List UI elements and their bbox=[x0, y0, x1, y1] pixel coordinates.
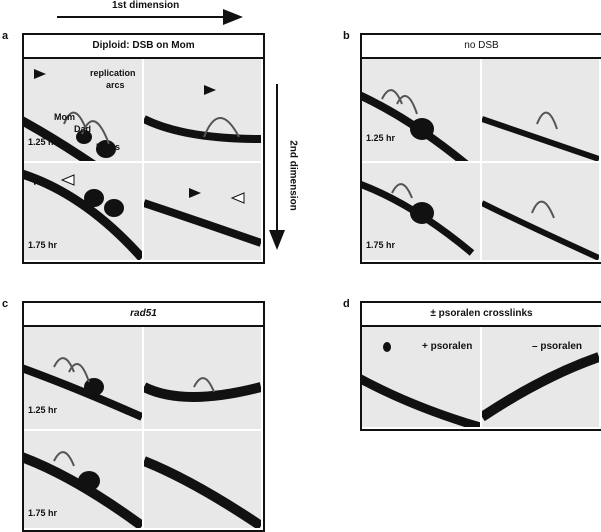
second-dimension-label: 2nd dimension bbox=[287, 140, 299, 211]
panel-c-time-2: 1.75 hr bbox=[28, 508, 58, 518]
panel-a-ann-arcs: arcs bbox=[106, 80, 125, 90]
panel-d-gel-right bbox=[482, 327, 599, 427]
panel-a: Diploid: DSB on Mom bbox=[22, 33, 265, 264]
panel-b-gel-top-right bbox=[482, 59, 599, 161]
panel-b-time-1: 1.25 hr bbox=[366, 133, 396, 143]
second-dimension-arrow bbox=[269, 84, 285, 250]
panel-a-title: Diploid: DSB on Mom bbox=[24, 35, 263, 59]
panel-a-time-1: 1.25 hr bbox=[28, 137, 58, 147]
first-dimension-arrow bbox=[57, 9, 243, 25]
panel-c-time-1: 1.25 hr bbox=[28, 405, 58, 415]
panel-c-gel-bottom-right bbox=[144, 431, 261, 528]
panel-d-title: ± psoralen crosslinks bbox=[362, 303, 601, 327]
panel-a-ann-dad: Dad bbox=[74, 124, 92, 134]
panel-d-label-plus: + psoralen bbox=[422, 341, 473, 352]
panel-b-title: no DSB bbox=[362, 35, 601, 59]
panel-b-gel-bottom-right bbox=[482, 163, 599, 260]
first-dimension-label: 1st dimension bbox=[112, 0, 180, 11]
panel-a-gel-bottom-right bbox=[144, 163, 261, 260]
panel-a-ann-dsbs: DSBs bbox=[96, 142, 121, 152]
panel-a-letter: a bbox=[2, 30, 9, 42]
panel-d-label-minus: – psoralen bbox=[532, 341, 583, 352]
panel-c-gel-top-left bbox=[24, 327, 142, 429]
panel-c-title: rad51 bbox=[24, 303, 263, 327]
panel-b-gel-top-left bbox=[362, 59, 480, 161]
panel-c-gel-bottom-left bbox=[24, 431, 142, 528]
panel-a-time-2: 1.75 hr bbox=[28, 240, 58, 250]
panel-a-gel-bottom-left bbox=[24, 163, 142, 260]
panel-d: ± psoralen crosslinks + psoralen – psora… bbox=[360, 301, 601, 431]
panel-d-letter: d bbox=[343, 298, 350, 310]
panel-a-gel-top-right bbox=[144, 59, 261, 161]
panel-a-ann-mom: Mom bbox=[54, 112, 75, 122]
panel-a-gel-top-left bbox=[24, 59, 142, 161]
panel-b-gel-bottom-left bbox=[362, 163, 480, 260]
panel-d-gel-left bbox=[362, 327, 480, 427]
panel-c-letter: c bbox=[2, 298, 9, 310]
panel-a-ann-replication: replication bbox=[90, 68, 136, 78]
panel-c: rad51 1.25 hr 1.75 hr bbox=[22, 301, 265, 532]
panel-b-letter: b bbox=[343, 30, 350, 42]
panel-c-gel-top-right bbox=[144, 327, 261, 429]
panel-b: no DSB 1.25 hr 1.75 hr bbox=[360, 33, 601, 264]
panel-b-time-2: 1.75 hr bbox=[366, 240, 396, 250]
